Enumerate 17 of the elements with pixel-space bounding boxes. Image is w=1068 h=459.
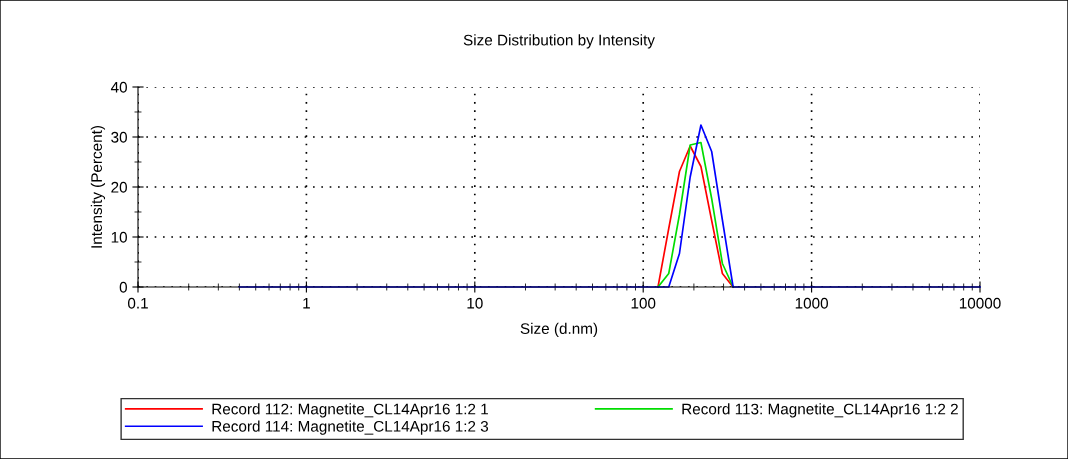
y-tick-label: 10 — [111, 231, 127, 243]
y-axis-title: Intensity (Percent) — [90, 125, 106, 248]
x-tick-label: 10000 — [959, 297, 1001, 309]
x-axis-title: Size (d.nm) — [520, 322, 598, 337]
x-tick-label: 10 — [467, 297, 483, 309]
chart-title: Size Distribution by Intensity — [463, 34, 655, 49]
y-tick-label: 40 — [110, 81, 127, 93]
y-tick-label: 20 — [111, 181, 127, 193]
y-tick-label: 30 — [111, 131, 127, 143]
legend-label: Record 113: Magnetite_CL14Apr16 1:2 2 — [682, 403, 958, 418]
x-tick-label: 1000 — [795, 297, 828, 309]
x-tick-label: 0.1 — [127, 297, 148, 309]
x-tick-label: 100 — [631, 297, 656, 309]
x-tick-label: 1 — [303, 297, 310, 309]
legend-label: Record 112: Magnetite_CL14Apr16 1:2 1 — [212, 403, 488, 418]
y-tick-label: 0 — [119, 281, 127, 293]
legend-label: Record 114: Magnetite_CL14Apr16 1:2 3 — [212, 420, 489, 435]
